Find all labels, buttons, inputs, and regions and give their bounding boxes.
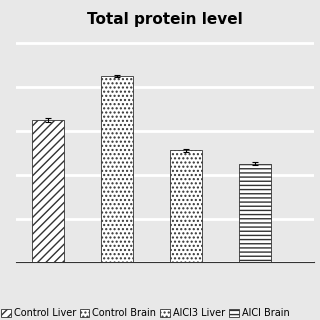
Bar	[170, 150, 202, 262]
Title: Total protein level: Total protein level	[87, 12, 243, 27]
Bar	[239, 164, 271, 262]
Bar	[32, 120, 64, 262]
Legend: Control Liver, Control Brain, AlCl3 Liver, AlCl Brain: Control Liver, Control Brain, AlCl3 Live…	[0, 304, 293, 320]
Bar	[101, 76, 133, 262]
